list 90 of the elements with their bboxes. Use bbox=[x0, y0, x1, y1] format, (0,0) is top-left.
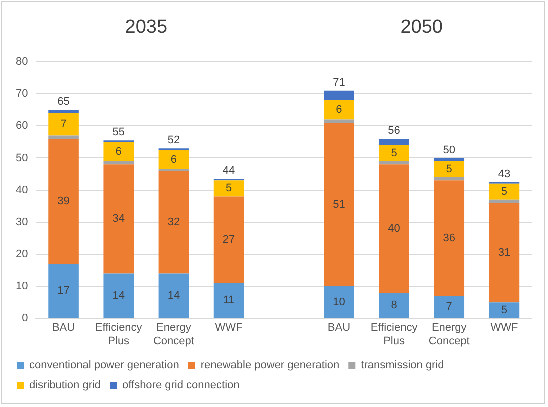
bar bbox=[104, 164, 134, 274]
bar bbox=[214, 180, 244, 197]
data-label: 34 bbox=[112, 213, 125, 226]
bar bbox=[158, 171, 190, 274]
data-label: 8 bbox=[391, 300, 398, 312]
bar bbox=[434, 180, 465, 296]
bar bbox=[158, 150, 190, 170]
data-label: 5 bbox=[501, 304, 508, 316]
x-tick-label: BAU bbox=[52, 322, 76, 334]
y-tick-label: 20 bbox=[16, 248, 28, 260]
legend-label: disribution grid bbox=[30, 380, 102, 392]
x-tick-label: BAU bbox=[328, 322, 351, 334]
x-tick-label: Efficiency Plus bbox=[370, 322, 418, 348]
bar bbox=[48, 264, 79, 318]
total-label: 50 bbox=[443, 144, 456, 156]
bar bbox=[434, 158, 465, 162]
bar bbox=[434, 296, 465, 318]
data-label: 6 bbox=[170, 154, 178, 166]
text: 2035 bbox=[125, 17, 168, 38]
total-label: 65 bbox=[58, 96, 70, 108]
bar bbox=[214, 196, 244, 284]
bar bbox=[104, 161, 134, 165]
data-label: 32 bbox=[168, 216, 180, 228]
y-tick-label: 50 bbox=[16, 152, 28, 164]
data-label: 40 bbox=[388, 222, 400, 235]
legend-label: renewable power generation bbox=[200, 360, 340, 372]
x-tick-label: Efficiency Plus bbox=[95, 322, 143, 348]
y-tick-label: 40 bbox=[16, 184, 28, 196]
data-label: 14 bbox=[168, 290, 180, 302]
total-label: 55 bbox=[112, 126, 125, 139]
bar bbox=[379, 138, 410, 146]
bar bbox=[379, 161, 410, 165]
bar bbox=[434, 177, 465, 181]
y-tick-label: 30 bbox=[16, 216, 28, 228]
y-tick-label: 10 bbox=[16, 280, 28, 293]
total-label: 52 bbox=[168, 134, 180, 147]
bar bbox=[489, 302, 520, 318]
data-label: 5 bbox=[446, 163, 452, 176]
data-label: 10 bbox=[333, 296, 346, 308]
data-label: 27 bbox=[222, 234, 236, 246]
bar bbox=[324, 122, 354, 287]
bar bbox=[104, 142, 134, 162]
bar bbox=[48, 138, 79, 264]
bar bbox=[379, 292, 410, 318]
total-label: 56 bbox=[388, 125, 400, 138]
bar bbox=[48, 110, 79, 114]
data-label: 7 bbox=[60, 118, 67, 131]
data-label: 11 bbox=[223, 294, 235, 307]
data-label: 39 bbox=[58, 196, 70, 208]
bar bbox=[324, 90, 354, 100]
data-label: 7 bbox=[446, 301, 452, 314]
bar bbox=[48, 113, 79, 136]
x-tick-label: WWF bbox=[490, 322, 518, 334]
legend-label: offshore grid connection bbox=[122, 380, 240, 392]
data-label: 14 bbox=[112, 290, 125, 302]
bar bbox=[324, 120, 354, 123]
data-label: 5 bbox=[226, 182, 232, 195]
total-label: 43 bbox=[498, 168, 511, 180]
x-tick-label: Energy Concept bbox=[428, 322, 470, 348]
data-label: 5 bbox=[501, 186, 508, 198]
data-label: 6 bbox=[336, 104, 342, 116]
y-tick-label: 0 bbox=[22, 312, 28, 325]
total-label: 71 bbox=[333, 76, 346, 89]
bar bbox=[214, 283, 244, 318]
text: 2050 bbox=[400, 17, 443, 38]
legend-label: transmission grid bbox=[361, 360, 444, 372]
bar bbox=[379, 164, 410, 293]
x-tick-label: Energy Concept bbox=[153, 322, 194, 348]
data-label: 51 bbox=[333, 198, 346, 211]
bar bbox=[489, 203, 520, 303]
data-label: 36 bbox=[443, 232, 456, 244]
bar bbox=[158, 274, 190, 318]
bar bbox=[104, 274, 134, 318]
bar bbox=[489, 184, 520, 200]
bar bbox=[324, 286, 354, 318]
bar bbox=[379, 145, 410, 162]
data-label: 5 bbox=[391, 147, 398, 160]
data-label: 17 bbox=[58, 285, 70, 298]
y-tick-label: 80 bbox=[16, 56, 28, 68]
bar bbox=[48, 136, 79, 139]
data-label: 31 bbox=[498, 246, 511, 259]
legend-label: conventional power generation bbox=[30, 360, 180, 372]
y-tick-label: 70 bbox=[16, 88, 28, 100]
total-label: 44 bbox=[222, 165, 236, 178]
data-label: 6 bbox=[116, 146, 122, 158]
bar bbox=[489, 200, 520, 204]
bar bbox=[324, 100, 354, 120]
y-tick-label: 60 bbox=[16, 120, 28, 132]
x-tick-label: WWF bbox=[215, 322, 244, 334]
bar bbox=[434, 161, 465, 178]
